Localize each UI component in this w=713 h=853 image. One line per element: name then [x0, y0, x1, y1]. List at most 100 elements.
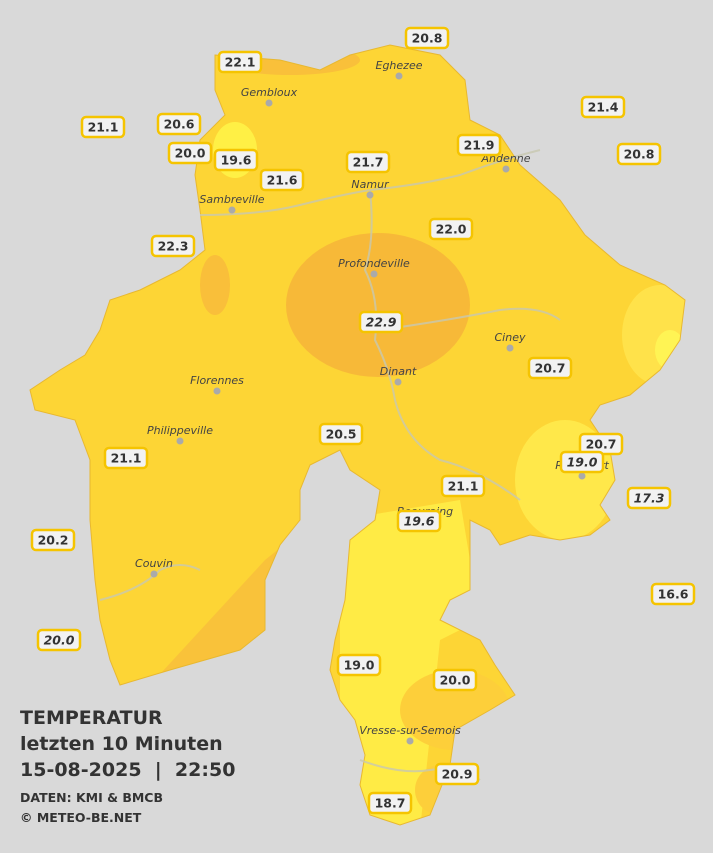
- station-value: 21.4: [588, 100, 619, 115]
- station-box: [150, 234, 196, 258]
- town-dot: [366, 191, 374, 199]
- station-box: [650, 582, 696, 606]
- town-label: Gembloux: [241, 86, 298, 99]
- station: 21.1: [440, 474, 486, 498]
- subtitle: letzten 10 Minuten: [20, 733, 223, 755]
- copyright: © METEO-BE.NET: [20, 810, 142, 825]
- station-value: 19.6: [221, 153, 252, 168]
- station-value: 20.9: [442, 767, 473, 782]
- station-box: [440, 474, 486, 498]
- station-box: [432, 668, 478, 692]
- station-box: [404, 26, 450, 50]
- station: 20.2: [30, 528, 76, 552]
- station: 19.6: [396, 509, 442, 533]
- station: 20.8: [616, 142, 662, 166]
- station-box: [428, 217, 474, 241]
- station-value: 21.9: [464, 138, 495, 153]
- town-dot: [228, 206, 236, 214]
- station: 18.7: [367, 791, 413, 815]
- station: 20.0: [432, 668, 478, 692]
- station-box: [30, 528, 76, 552]
- station-value: 20.7: [586, 437, 617, 452]
- station-value: 21.6: [267, 173, 298, 188]
- town-label: Ciney: [495, 331, 526, 344]
- station-value: 20.8: [412, 31, 443, 46]
- town-dot: [394, 378, 402, 386]
- station-value: 21.1: [111, 451, 142, 466]
- town-dot: [176, 437, 184, 445]
- station: 20.0: [167, 141, 213, 165]
- station-value: 16.6: [658, 587, 689, 602]
- town-dot: [213, 387, 221, 395]
- town-dot: [506, 344, 514, 352]
- station-box: [434, 762, 480, 786]
- town-dot: [502, 165, 510, 173]
- station: 22.3: [150, 234, 196, 258]
- town-dot: [578, 472, 586, 480]
- station-box: [345, 150, 391, 174]
- station-value: 22.3: [158, 239, 189, 254]
- station-box: [103, 446, 149, 470]
- station: 20.7: [527, 356, 573, 380]
- station: 16.6: [650, 582, 696, 606]
- station-value: 19.0: [344, 658, 375, 673]
- station-value: 21.7: [353, 155, 384, 170]
- town-dot: [370, 270, 378, 278]
- station: 21.9: [456, 133, 502, 157]
- station-box: [626, 486, 672, 510]
- station-box: [396, 509, 442, 533]
- station: 19.6: [213, 148, 259, 172]
- station-value: 20.0: [440, 673, 471, 688]
- station: 22.1: [217, 50, 263, 74]
- station-box: [36, 628, 82, 652]
- station: 22.9: [358, 310, 404, 334]
- town-label: Dinant: [380, 365, 417, 378]
- station-value: 20.6: [164, 117, 195, 132]
- station-box: [367, 791, 413, 815]
- station-value: 19.0: [567, 455, 598, 470]
- station-box: [156, 112, 202, 136]
- station-value: 18.7: [375, 796, 406, 811]
- station: 22.0: [428, 217, 474, 241]
- station-box: [213, 148, 259, 172]
- station-value: 21.1: [448, 479, 479, 494]
- station-box: [336, 653, 382, 677]
- town-label: Sambreville: [199, 193, 264, 206]
- source: DATEN: KMI & BMCB: [20, 790, 163, 805]
- town-dot: [150, 570, 158, 578]
- station: 20.9: [434, 762, 480, 786]
- rivers: [99, 149, 561, 781]
- station: 19.0: [336, 653, 382, 677]
- station: 20.5: [318, 422, 364, 446]
- station: 21.7: [345, 150, 391, 174]
- datetime: 15-08-2025 | 22:50: [20, 759, 235, 781]
- town-dot: [265, 99, 273, 107]
- station: 21.4: [580, 95, 626, 119]
- station-value: 17.3: [634, 491, 665, 506]
- station-box: [616, 142, 662, 166]
- station-value: 19.6: [404, 514, 435, 529]
- town-dot: [395, 72, 403, 80]
- station-value: 20.8: [624, 147, 655, 162]
- station-value: 20.7: [535, 361, 566, 376]
- station: 19.0: [559, 450, 605, 474]
- station-box: [217, 50, 263, 74]
- station-value: 21.1: [88, 120, 119, 135]
- station-value: 20.5: [326, 427, 357, 442]
- station: 21.6: [259, 168, 305, 192]
- town-label: Namur: [351, 178, 390, 191]
- town-label: Profondeville: [338, 257, 410, 270]
- station-box: [456, 133, 502, 157]
- station: 20.0: [36, 628, 82, 652]
- station-value: 20.0: [44, 633, 75, 648]
- station-box: [318, 422, 364, 446]
- station-box: [358, 310, 404, 334]
- title: TEMPERATUR: [20, 707, 163, 729]
- town-label: Florennes: [190, 374, 244, 387]
- station: 17.3: [626, 486, 672, 510]
- town-dot: [406, 737, 414, 745]
- town-label: Eghezee: [376, 59, 423, 72]
- station-value: 20.0: [175, 146, 206, 161]
- town-label: Vresse-sur-Semois: [359, 724, 461, 737]
